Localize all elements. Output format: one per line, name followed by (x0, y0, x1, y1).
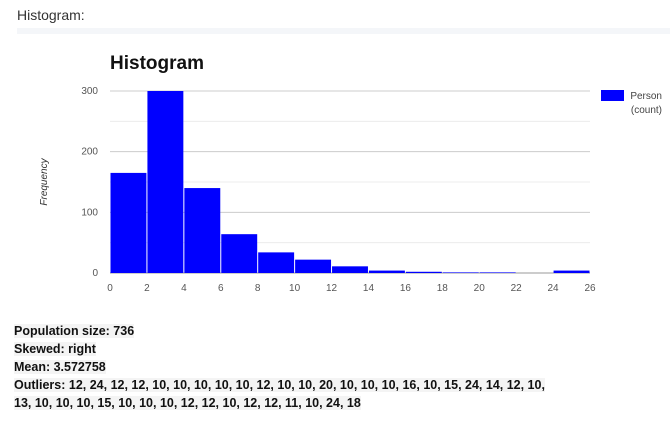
histogram-bar (258, 252, 295, 273)
x-tick-label: 22 (511, 283, 523, 294)
mean-value: Mean: 3.572758 (14, 360, 106, 374)
skew-direction: Skewed: right (14, 342, 96, 356)
x-tick-label: 6 (218, 283, 224, 294)
legend-sublabel: (count) (631, 105, 662, 116)
histogram-bar (442, 272, 479, 273)
x-tick-label: 12 (326, 283, 338, 294)
y-tick-label: 0 (92, 268, 98, 279)
x-tick-label: 14 (363, 283, 375, 294)
y-tick-label: 100 (81, 207, 98, 218)
histogram-bar (147, 91, 184, 273)
y-tick-label: 300 (81, 86, 98, 97)
histogram-chart: Histogram 0 100 200 300 0 2 4 6 8 10 12 14 16 18 20 22… (39, 53, 662, 294)
histogram-bar (295, 259, 332, 273)
section-label: Histogram: (17, 7, 85, 23)
x-axis-ticks: 0 2 4 6 8 10 12 14 16 18 20 22 24 26 (107, 283, 596, 294)
histogram-bar (332, 266, 368, 273)
x-tick-label: 18 (437, 283, 449, 294)
histogram-bar (553, 270, 590, 273)
x-tick-label: 0 (107, 283, 113, 294)
statistics-summary: Population size: 736 Skewed: right Mean:… (14, 322, 664, 412)
histogram-bar (221, 234, 258, 273)
section-divider (17, 28, 670, 34)
x-tick-label: 10 (289, 283, 301, 294)
x-tick-label: 16 (400, 283, 412, 294)
y-tick-label: 200 (81, 147, 98, 158)
legend-swatch (601, 90, 624, 101)
legend: Person (count) (601, 90, 662, 116)
outliers-list-line-2: 13, 10, 10, 10, 15, 10, 10, 10, 12, 12, … (14, 396, 361, 410)
x-tick-label: 4 (181, 283, 187, 294)
y-axis-ticks: 0 100 200 300 (81, 86, 98, 279)
x-tick-label: 20 (474, 283, 486, 294)
outliers-list-line-1: Outliers: 12, 24, 12, 12, 10, 10, 10, 10… (14, 378, 545, 392)
population-size: Population size: 736 (14, 324, 135, 338)
legend-label: Person (630, 91, 662, 102)
y-axis-title: Frequency (39, 157, 50, 205)
histogram-bar (405, 271, 442, 273)
histogram-bar (479, 272, 516, 273)
histogram-bar (368, 270, 405, 273)
x-tick-label: 2 (144, 283, 150, 294)
bars (110, 91, 590, 273)
histogram-bar (184, 188, 221, 273)
histogram-bar (110, 172, 147, 273)
x-tick-label: 8 (255, 283, 261, 294)
x-tick-label: 24 (548, 283, 560, 294)
chart-title: Histogram (110, 53, 204, 74)
x-tick-label: 26 (584, 283, 596, 294)
